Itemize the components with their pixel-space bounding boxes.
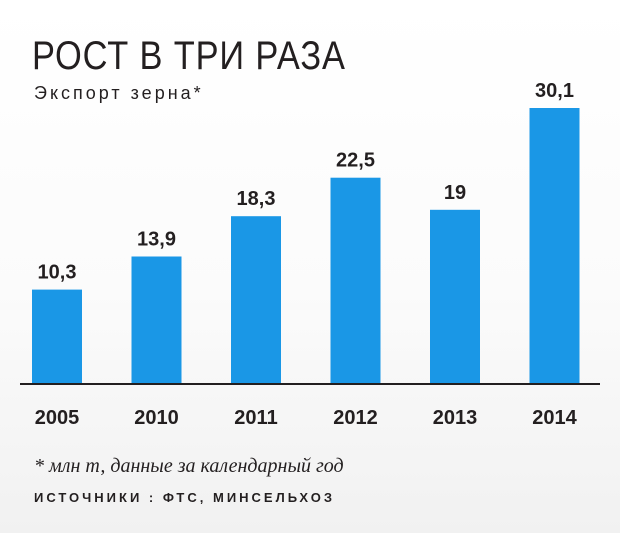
category-label-2014: 2014 [532, 407, 577, 429]
category-label-2013: 2013 [433, 407, 478, 429]
bars-layer: 10,3 2005 13,9 2010 18,3 2011 22,5 2012 19 2013 30… [32, 80, 580, 429]
chart-subtitle: Экспорт зерна* [34, 83, 204, 103]
bar-2012 [330, 177, 381, 384]
footnote: * млн т, данные за календарный год [34, 455, 344, 477]
sources-note: ИСТОЧНИКИ : ФТС, МИНСЕЛЬХОЗ [34, 490, 336, 505]
value-label-2005: 10,3 [38, 262, 77, 284]
value-label-2013: 19 [444, 182, 466, 204]
category-label-2005: 2005 [35, 407, 80, 429]
chart-title: РОСТ В ТРИ РАЗА [32, 34, 346, 78]
category-label-2012: 2012 [333, 407, 378, 429]
bar-2011 [231, 216, 281, 384]
bar-2014 [529, 108, 580, 384]
bar-2010 [131, 256, 182, 384]
value-label-2011: 18,3 [237, 188, 276, 210]
bar-2005 [32, 289, 82, 384]
category-label-2011: 2011 [234, 407, 277, 429]
value-label-2012: 22,5 [336, 150, 375, 172]
value-label-2010: 13,9 [137, 229, 176, 251]
bar-2013 [430, 209, 480, 384]
value-label-2014: 30,1 [535, 80, 574, 102]
category-label-2010: 2010 [134, 407, 179, 429]
